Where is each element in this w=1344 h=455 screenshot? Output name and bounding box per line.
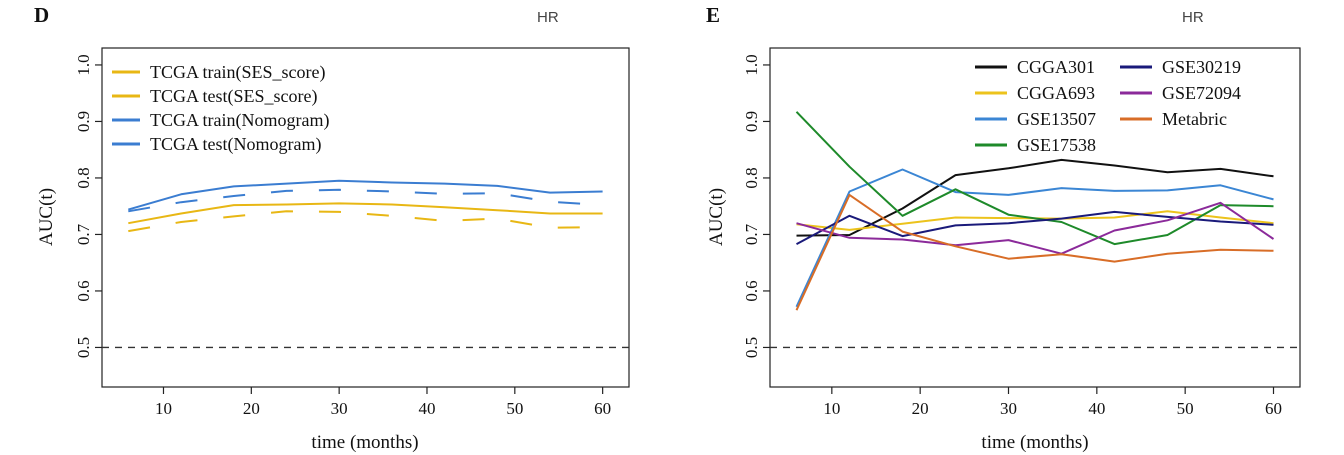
legend-label: GSE72094 [1162,83,1241,103]
legend-label: TCGA train(SES_score) [150,62,325,83]
y-tick-label: 0.9 [742,111,761,132]
x-tick-label: 20 [912,399,929,418]
y-tick-label: 1.0 [74,54,93,75]
series-line-cgga301 [796,158,1274,237]
plot-frame [769,47,1301,388]
legend-label: Metabric [1162,109,1227,129]
x-tick-label: 50 [1177,399,1194,418]
x-axis-title: time (months) [311,432,418,453]
panel-e-chart: CGGA301 GSE30219 CGGA693 GSE72094 GSE13507 Me… [706,47,1301,453]
legend-label: TCGA train(Nomogram) [150,110,329,131]
x-tick-label: 50 [506,399,523,418]
legend-label: GSE13507 [1017,109,1096,129]
cropped-hr-label-left: HR [537,9,559,26]
legend-label: CGGA693 [1017,83,1095,103]
x-tick-label: 30 [331,399,348,418]
x-tick-label: 10 [823,399,840,418]
legend-label: GSE30219 [1162,57,1241,77]
plot-frame [101,47,630,388]
x-tick-label: 10 [155,399,172,418]
y-axis-title: AUC(t) [706,188,727,246]
panel-d-letter: D [34,3,49,27]
series-line-tcga-test-ses-score- [128,210,603,233]
x-tick-label: 20 [243,399,260,418]
y-tick-label: 0.6 [742,280,761,301]
y-tick-label: 0.7 [742,223,761,245]
y-axis-title: AUC(t) [36,188,57,246]
y-tick-label: 0.5 [74,337,93,358]
x-tick-label: 60 [1265,399,1282,418]
y-tick-label: 0.9 [74,111,93,132]
y-tick-label: 0.8 [74,167,93,188]
y-tick-label: 1.0 [742,54,761,75]
y-tick-label: 0.5 [742,337,761,358]
series-line-gse30219 [796,210,1274,245]
legend: CGGA301 GSE30219 CGGA693 GSE72094 GSE13507 Me… [975,57,1241,155]
x-tick-label: 40 [1088,399,1105,418]
y-tick-label: 0.7 [74,223,93,245]
cropped-hr-label-right: HR [1182,9,1204,26]
plot-marks [102,179,629,349]
x-tick-label: 30 [1000,399,1017,418]
legend-label: TCGA test(SES_score) [150,86,317,107]
legend-label: GSE17538 [1017,135,1096,155]
legend-label: TCGA test(Nomogram) [150,134,321,155]
y-tick-label: 0.6 [74,280,93,301]
y-tick-label: 0.8 [742,167,761,188]
series-line-tcga-test-nomogram- [128,188,603,213]
series-line-tcga-train-ses-score- [128,202,603,225]
x-tick-label: 60 [594,399,611,418]
series-line-gse13507 [795,168,1274,308]
legend-label: CGGA301 [1017,57,1095,77]
series-line-tcga-train-nomogram- [128,179,603,211]
panel-d-chart: TCGA train(SES_score) TCGA test(SES_score… [36,47,630,453]
panel-e-letter: E [706,3,720,27]
x-tick-label: 40 [418,399,435,418]
x-axis-title: time (months) [981,432,1088,453]
legend: TCGA train(SES_score) TCGA test(SES_score… [112,62,329,155]
series-line-gse72094 [796,201,1275,255]
series-line-gse17538 [795,111,1274,246]
plot-marks [770,111,1300,349]
series-line-metabric [795,193,1274,311]
